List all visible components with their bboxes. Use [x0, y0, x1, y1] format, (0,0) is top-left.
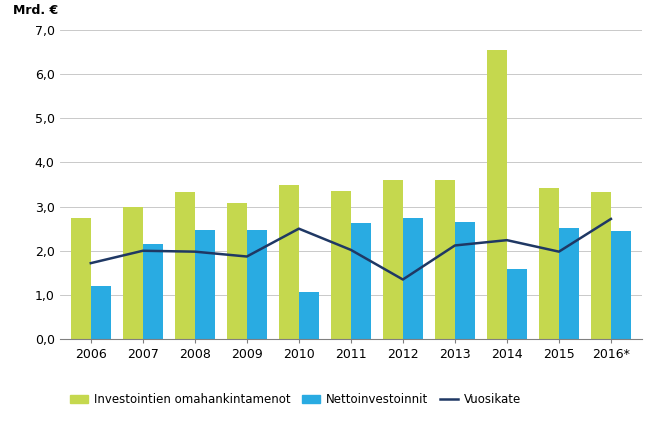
Bar [559, 228, 579, 339]
Text: Mrd. €: Mrd. € [13, 4, 58, 17]
Bar [247, 229, 267, 339]
Legend: Investointien omahankintamenot, Nettoinvestoinnit, Vuosikate: Investointien omahankintamenot, Nettoinv… [66, 388, 526, 411]
Bar [331, 191, 351, 339]
Vuosikate [87, 261, 95, 266]
Bar [123, 207, 143, 339]
Bar [591, 192, 611, 339]
Bar [299, 292, 318, 339]
Vuosikate [243, 254, 251, 259]
Vuosikate [191, 249, 199, 254]
Bar [507, 269, 527, 339]
Bar [611, 232, 631, 339]
Vuosikate [555, 249, 563, 254]
Vuosikate [607, 216, 615, 221]
Vuosikate [347, 247, 355, 252]
Bar [71, 218, 91, 339]
Bar [487, 50, 507, 339]
Bar [383, 180, 403, 339]
Vuosikate [139, 248, 147, 253]
Vuosikate [451, 243, 459, 248]
Bar [539, 187, 559, 339]
Vuosikate [399, 277, 407, 282]
Line: Vuosikate: Vuosikate [91, 219, 611, 279]
Bar [91, 286, 111, 339]
Vuosikate [503, 237, 511, 243]
Vuosikate [295, 226, 303, 231]
Bar [403, 218, 422, 339]
Bar [279, 185, 299, 339]
Bar [351, 223, 371, 339]
Bar [143, 244, 163, 339]
Bar [435, 180, 455, 339]
Bar [195, 229, 214, 339]
Bar [227, 203, 247, 339]
Bar [175, 192, 195, 339]
Bar [455, 222, 475, 339]
